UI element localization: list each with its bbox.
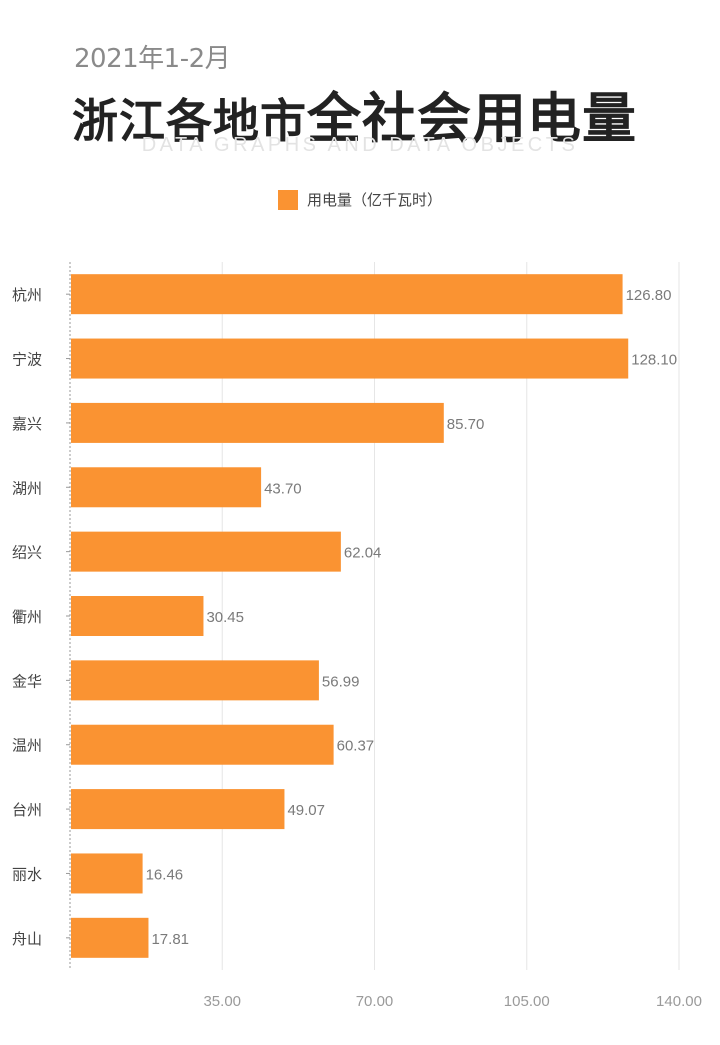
bar-value-label: 128.10: [631, 352, 677, 369]
x-tick-label: 35.00: [203, 993, 241, 1010]
y-category-label: 杭州: [12, 286, 42, 304]
x-tick-label: 105.00: [504, 993, 550, 1010]
legend-swatch: [278, 189, 298, 210]
bar: [71, 853, 143, 894]
bar-value-label: 60.37: [337, 738, 375, 755]
bar-value-label: 16.46: [146, 866, 184, 883]
bar: [71, 402, 444, 443]
bar: [71, 596, 204, 636]
y-category-label: 丽水: [12, 865, 42, 883]
bar-value-label: 56.99: [322, 673, 360, 690]
y-category-label: 宁波: [12, 351, 42, 369]
bar-value-label: 126.80: [626, 287, 672, 304]
bar: [71, 531, 341, 572]
y-category-label: 台州: [12, 801, 42, 819]
bar: [71, 467, 262, 508]
y-category-label: 绍兴: [12, 544, 42, 562]
bar-value-label: 62.04: [344, 545, 382, 562]
bar: [71, 724, 334, 765]
english-subtitle: DATA GRAPHS AND DATA OBJECTS: [141, 134, 579, 156]
bar: [71, 338, 629, 379]
y-category-label: 衢州: [12, 608, 42, 626]
x-tick-label: 140.00: [656, 993, 702, 1010]
bar-value-label: 49.07: [287, 802, 325, 819]
y-category-label: 金华: [12, 672, 42, 690]
bar: [71, 789, 285, 830]
chart-date-label: 2021年1-2月: [74, 44, 231, 74]
bar-value-label: 85.70: [447, 416, 485, 433]
bar: [71, 917, 149, 958]
y-category-label: 湖州: [12, 479, 42, 497]
y-category-label: 嘉兴: [12, 415, 42, 433]
chart-title-part2: 全社会用电量: [307, 86, 637, 150]
bar-value-label: 30.45: [206, 609, 244, 626]
chart-legend: 用电量（亿千瓦时）: [278, 189, 442, 210]
legend-label: 用电量（亿千瓦时）: [307, 191, 443, 209]
y-category-label: 温州: [12, 737, 42, 755]
bar-value-label: 43.70: [264, 480, 302, 497]
chart-title-part1: 浙江各地市: [72, 94, 307, 148]
chart-title: 浙江各地市全社会用电量: [72, 74, 637, 153]
bar-value-label: 17.81: [151, 931, 189, 948]
x-tick-label: 70.00: [356, 993, 394, 1010]
y-category-label: 舟山: [12, 930, 42, 948]
bar: [71, 660, 319, 701]
bar: [71, 274, 623, 315]
